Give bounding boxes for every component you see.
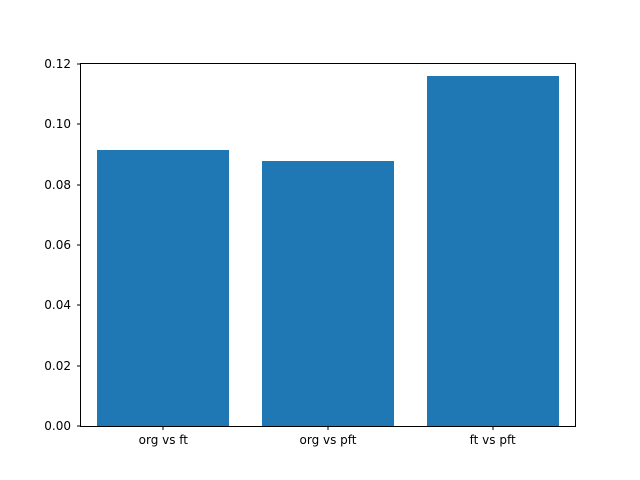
bar-org-vs-pft [262, 161, 394, 426]
y-tick-mark [77, 425, 81, 427]
y-tick-mark [77, 184, 81, 186]
bar-ft-vs-pft [426, 76, 559, 426]
y-tick-label: 0.08 [44, 177, 71, 192]
x-tick-mark [162, 426, 164, 430]
y-tick-mark [77, 365, 81, 367]
y-tick-label: 0.10 [44, 117, 71, 132]
x-tick-label: ft vs pft [469, 433, 516, 447]
bar-org-vs-ft [97, 149, 230, 426]
y-tick-label: 0.12 [44, 57, 71, 71]
y-tick-mark [77, 244, 81, 246]
y-tick-mark [77, 304, 81, 306]
x-tick-mark [492, 426, 494, 430]
y-tick-mark [77, 123, 81, 125]
y-tick-label: 0.04 [44, 298, 71, 313]
y-tick-mark [77, 63, 81, 65]
y-tick-label: 0.02 [44, 358, 71, 373]
x-tick-label: org vs ft [138, 433, 189, 447]
y-tick-label: 0.00 [44, 419, 71, 433]
plot-area: 0.00 0.02 0.04 0.06 0.08 0.10 0.12 org vs ft org… [44, 57, 576, 447]
y-tick-label: 0.06 [44, 238, 71, 252]
x-tick-mark [327, 426, 329, 430]
x-tick-label: org vs pft [299, 433, 357, 447]
